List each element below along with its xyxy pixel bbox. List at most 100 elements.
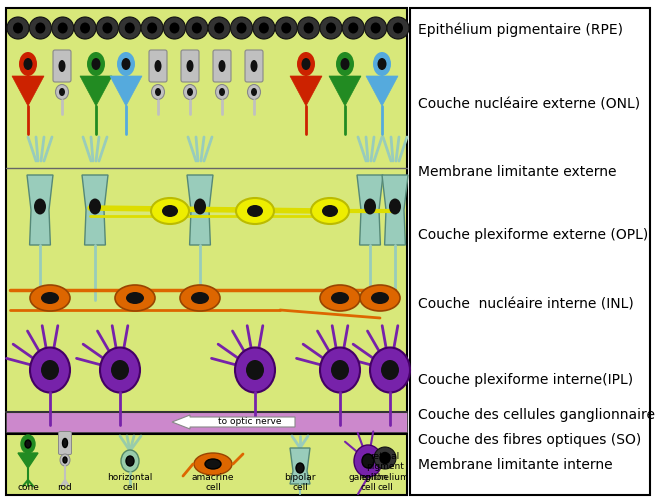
Ellipse shape: [100, 348, 140, 393]
Ellipse shape: [214, 22, 224, 34]
Ellipse shape: [320, 348, 360, 393]
Ellipse shape: [170, 22, 179, 34]
FancyBboxPatch shape: [213, 50, 231, 82]
Ellipse shape: [326, 22, 336, 34]
Ellipse shape: [250, 60, 257, 72]
Ellipse shape: [389, 198, 401, 214]
Bar: [410, 8, 650, 495]
Ellipse shape: [187, 88, 193, 96]
Ellipse shape: [30, 348, 70, 393]
Ellipse shape: [21, 435, 35, 453]
Ellipse shape: [354, 445, 382, 477]
Ellipse shape: [164, 17, 185, 39]
Ellipse shape: [187, 60, 193, 72]
Ellipse shape: [208, 17, 230, 39]
Ellipse shape: [115, 285, 155, 311]
Text: Couche nucléaire externe (ONL): Couche nucléaire externe (ONL): [418, 98, 640, 112]
Text: Membrane limitante interne: Membrane limitante interne: [418, 458, 612, 472]
Ellipse shape: [219, 60, 225, 72]
Ellipse shape: [62, 438, 67, 448]
Ellipse shape: [371, 22, 381, 34]
Ellipse shape: [151, 84, 164, 100]
Ellipse shape: [63, 457, 67, 463]
Ellipse shape: [215, 84, 229, 100]
Ellipse shape: [34, 198, 46, 214]
Ellipse shape: [303, 22, 314, 34]
Ellipse shape: [373, 52, 391, 76]
Bar: [6, 412, 407, 432]
Ellipse shape: [74, 17, 96, 39]
Ellipse shape: [360, 285, 400, 311]
Ellipse shape: [370, 348, 410, 393]
Ellipse shape: [320, 285, 360, 311]
Text: Couche plexiforme externe (OPL): Couche plexiforme externe (OPL): [418, 228, 648, 242]
Ellipse shape: [7, 17, 29, 39]
Ellipse shape: [52, 17, 74, 39]
Ellipse shape: [121, 450, 139, 472]
Ellipse shape: [30, 285, 70, 311]
Polygon shape: [82, 175, 108, 245]
Ellipse shape: [126, 292, 144, 304]
Text: retinal
pigment
epithelium
cell: retinal pigment epithelium cell: [361, 452, 409, 492]
FancyBboxPatch shape: [58, 432, 71, 454]
Text: amacrine
cell: amacrine cell: [192, 472, 234, 492]
Polygon shape: [290, 448, 310, 484]
Ellipse shape: [87, 52, 105, 76]
Text: bipolar
cell: bipolar cell: [284, 472, 316, 492]
Ellipse shape: [19, 52, 37, 76]
Ellipse shape: [111, 360, 129, 380]
Polygon shape: [110, 76, 142, 106]
Ellipse shape: [251, 88, 257, 96]
Ellipse shape: [56, 84, 69, 100]
Ellipse shape: [247, 205, 263, 217]
Ellipse shape: [194, 198, 206, 214]
Ellipse shape: [301, 58, 310, 70]
Ellipse shape: [96, 17, 119, 39]
Ellipse shape: [246, 360, 264, 380]
Ellipse shape: [13, 22, 23, 34]
Text: rod: rod: [58, 483, 72, 492]
Ellipse shape: [362, 454, 374, 468]
FancyBboxPatch shape: [245, 50, 263, 82]
Ellipse shape: [59, 88, 65, 96]
Ellipse shape: [25, 440, 31, 448]
Text: ganglion
cell: ganglion cell: [348, 472, 388, 492]
Ellipse shape: [35, 22, 45, 34]
Ellipse shape: [231, 17, 253, 39]
Ellipse shape: [141, 17, 163, 39]
Text: Couche  nucléaire interne (INL): Couche nucléaire interne (INL): [418, 298, 634, 312]
Ellipse shape: [58, 60, 66, 72]
Ellipse shape: [387, 17, 409, 39]
Ellipse shape: [194, 453, 232, 475]
Ellipse shape: [41, 292, 59, 304]
Polygon shape: [18, 453, 38, 468]
Ellipse shape: [365, 17, 386, 39]
Ellipse shape: [377, 58, 386, 70]
Ellipse shape: [259, 22, 269, 34]
Ellipse shape: [117, 52, 135, 76]
Text: cone: cone: [17, 483, 39, 492]
Ellipse shape: [341, 58, 350, 70]
Ellipse shape: [393, 22, 403, 34]
Ellipse shape: [275, 17, 297, 39]
Ellipse shape: [102, 22, 113, 34]
Bar: [6, 434, 407, 495]
Ellipse shape: [281, 22, 291, 34]
Ellipse shape: [191, 292, 209, 304]
Ellipse shape: [126, 456, 134, 466]
Ellipse shape: [343, 17, 364, 39]
Ellipse shape: [380, 452, 390, 464]
Ellipse shape: [192, 22, 202, 34]
Ellipse shape: [205, 459, 221, 469]
Ellipse shape: [364, 198, 376, 214]
Ellipse shape: [236, 198, 274, 224]
Ellipse shape: [336, 52, 354, 76]
Ellipse shape: [311, 198, 349, 224]
Ellipse shape: [89, 198, 101, 214]
Ellipse shape: [119, 17, 141, 39]
Ellipse shape: [235, 348, 275, 393]
Text: Membrane limitante externe: Membrane limitante externe: [418, 165, 616, 179]
Text: Couche des cellules ganglionnaires: Couche des cellules ganglionnaires: [418, 408, 655, 422]
Ellipse shape: [162, 205, 178, 217]
Text: Couche plexiforme interne(IPL): Couche plexiforme interne(IPL): [418, 373, 633, 387]
